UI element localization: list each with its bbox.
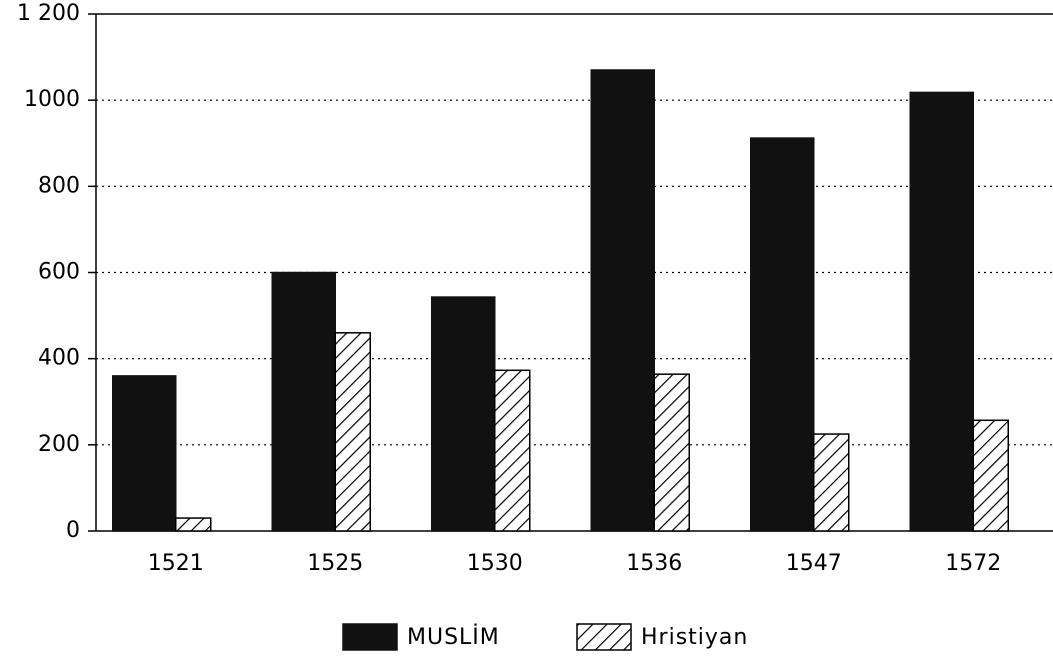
x-tick-label: 1521: [148, 551, 204, 576]
bar: [590, 69, 655, 532]
bar: [271, 271, 336, 532]
bar: [972, 419, 1009, 532]
bar: [334, 332, 371, 532]
y-tick-label: 200: [38, 432, 80, 457]
x-tick-label: 1572: [945, 551, 1001, 576]
x-tick-label: 1530: [467, 551, 523, 576]
x-tick-label: 1536: [626, 551, 682, 576]
bar: [813, 433, 850, 532]
legend-swatch: [342, 623, 398, 651]
bar: [175, 517, 212, 532]
y-tick-label: 600: [38, 260, 80, 285]
x-tick-label: 1547: [786, 551, 842, 576]
y-tick-label: 400: [38, 346, 80, 371]
bar: [909, 91, 974, 532]
bar: [431, 296, 496, 532]
bar: [112, 375, 177, 532]
bar: [750, 137, 815, 532]
bar: [653, 373, 690, 532]
bar: [494, 369, 531, 532]
legend-swatch: [576, 623, 632, 651]
y-tick-label: 800: [38, 173, 80, 198]
y-tick-label: 1 200: [17, 1, 80, 26]
y-tick-label: 0: [66, 518, 80, 543]
legend-label: Hristiyan: [641, 625, 748, 650]
x-tick-label: 1525: [307, 551, 363, 576]
y-tick-label: 1000: [24, 87, 80, 112]
legend-label: MUSLİM: [407, 624, 500, 650]
